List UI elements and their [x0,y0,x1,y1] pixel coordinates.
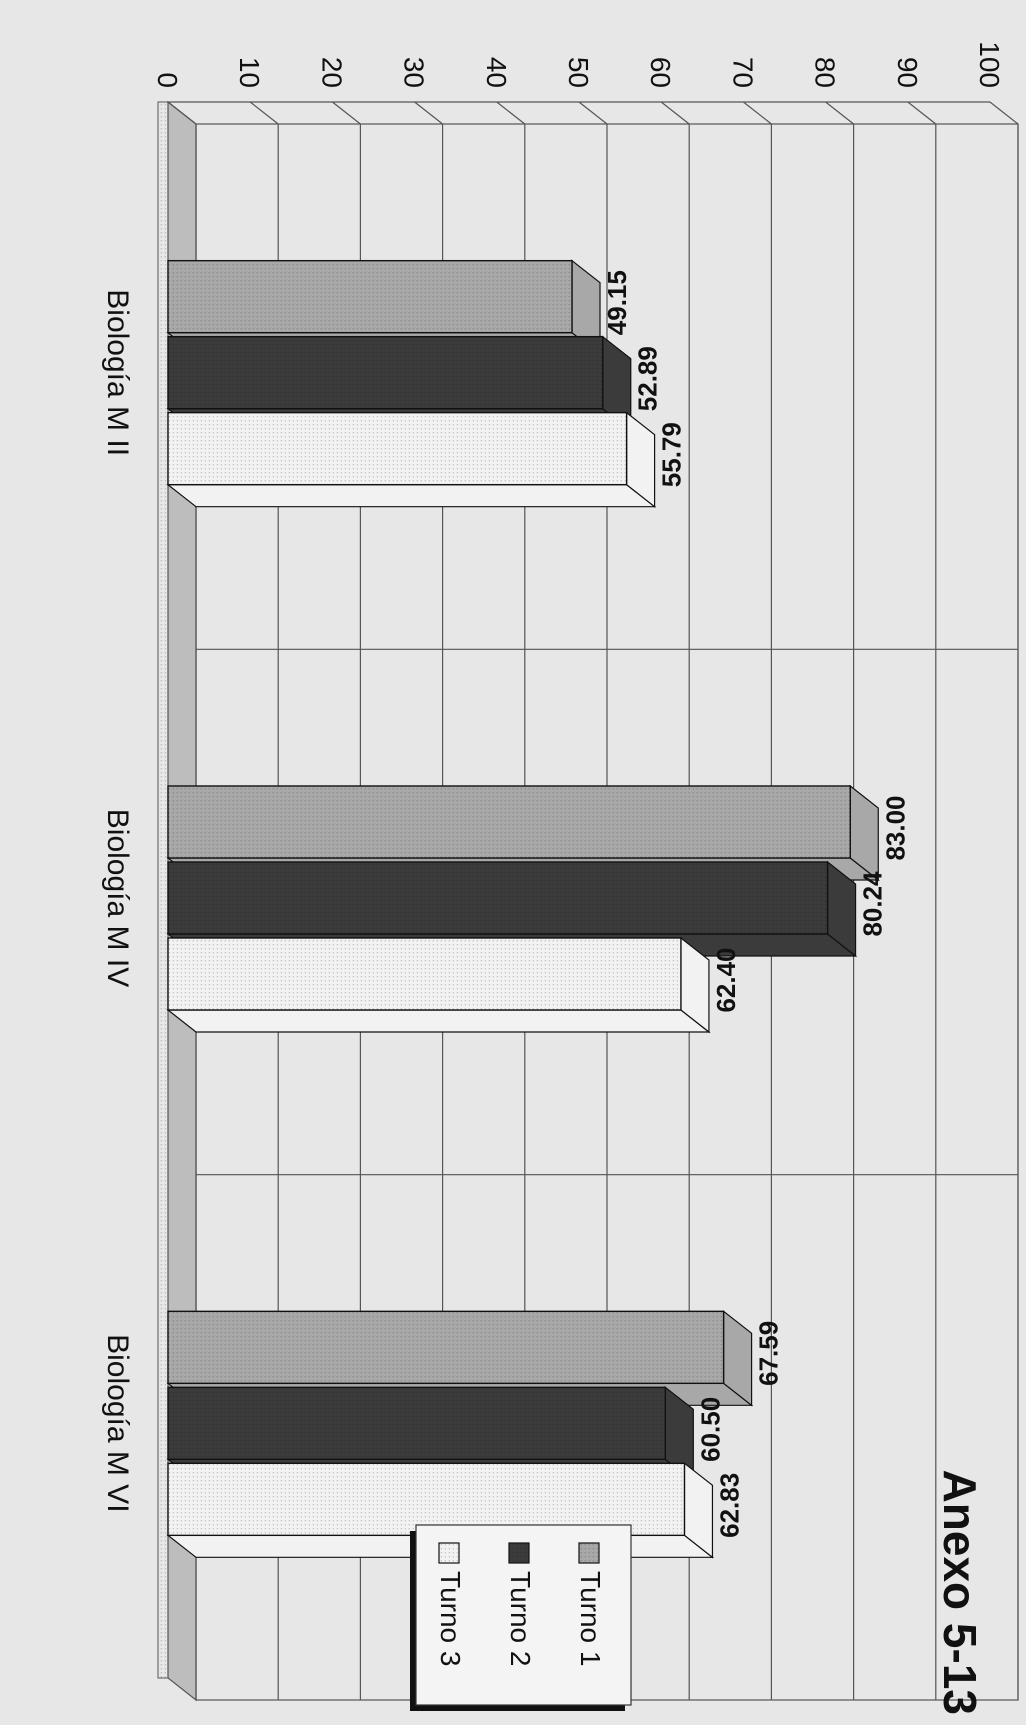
gridline-depth [825,101,854,125]
bar-texture [168,938,681,1010]
y-axis: 0 10 20 30 40 50 60 70 80 90 100 [152,41,1005,103]
data-label: 49.15 [602,270,632,335]
bar-texture [168,412,627,485]
data-label: 83.00 [880,795,910,860]
gridline-depth [578,101,608,125]
gridline-depth [989,101,1019,125]
y-tick-label: 100 [974,41,1005,88]
bar-side [166,484,657,508]
gridline-depth [249,101,279,125]
y-tick-label: 30 [399,57,430,88]
gridline-depth [660,101,690,125]
bar-texture [168,260,573,333]
legend-label: Turno 3 [435,1571,466,1666]
y-tick-label: 20 [316,57,347,88]
y-tick-label: 60 [645,57,676,88]
data-label: 52.89 [633,346,663,411]
data-label: 62.40 [711,947,741,1012]
legend-label: Turno 1 [575,1571,606,1666]
data-label: 55.79 [657,422,687,487]
data-label: 67.59 [754,1321,784,1386]
legend-box [415,1524,632,1706]
floor-edge [157,101,169,1679]
legend-label: Turno 2 [505,1571,536,1666]
gridline-depth [332,101,361,125]
legend: Turno 1 Turno 2 Turno 3 [410,1524,632,1711]
bar-side [166,1009,711,1033]
legend-swatch-texture [439,1543,459,1563]
bar-texture [167,862,828,934]
y-tick-label: 40 [481,57,512,88]
bar-texture [167,786,851,858]
gridline-depth [743,101,772,125]
gridline-depth [167,101,197,125]
gridline-depth [907,101,937,125]
x-axis: Biología M II Biología M IV Biología M VI [101,289,134,1512]
bar-texture [168,1463,685,1536]
chart-title: Anexo 5-13 [934,1470,986,1715]
gridline-depth [414,101,443,125]
y-tick-label: 70 [727,57,758,88]
bar-texture [168,1311,724,1384]
x-category-label: Biología M IV [101,809,134,987]
legend-swatch-texture [509,1543,529,1563]
x-category-label: Biología M VI [101,1334,134,1512]
data-label: 80.24 [858,871,888,937]
bar-texture [168,336,603,409]
legend-swatch-texture [579,1543,599,1563]
data-label: 60.50 [695,1397,725,1462]
x-category-label: Biología M II [101,289,134,456]
bar-texture [168,1387,666,1460]
y-tick-label: 90 [892,57,923,88]
y-tick-label: 10 [234,57,265,88]
bars [166,259,880,1559]
y-tick-label: 80 [810,57,841,88]
data-label: 62.83 [714,1473,744,1538]
y-tick-label: 50 [563,57,594,88]
y-tick-label: 0 [152,72,183,88]
gridline-depth [496,101,526,125]
